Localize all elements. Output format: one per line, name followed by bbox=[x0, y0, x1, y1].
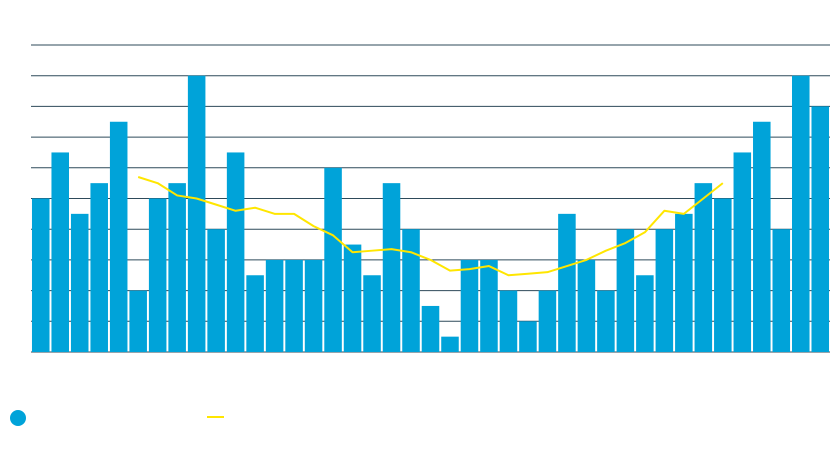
bar bbox=[655, 229, 674, 352]
bar bbox=[636, 275, 654, 352]
bar bbox=[304, 259, 323, 352]
bar bbox=[519, 321, 537, 352]
bar bbox=[246, 275, 264, 352]
bar bbox=[226, 152, 245, 352]
bar bbox=[675, 213, 693, 352]
bar bbox=[714, 198, 732, 352]
bar bbox=[811, 106, 830, 353]
bar bbox=[90, 183, 108, 352]
bar bbox=[441, 336, 459, 352]
bar bbox=[421, 305, 440, 352]
bar bbox=[324, 167, 342, 352]
line-series bbox=[137, 176, 724, 277]
bar bbox=[285, 259, 303, 352]
bar bbox=[480, 259, 498, 352]
bar bbox=[772, 229, 791, 352]
bar bbox=[168, 183, 186, 352]
bar bbox=[538, 290, 557, 352]
bar-series bbox=[31, 75, 830, 353]
bar bbox=[363, 275, 381, 352]
bar bbox=[70, 213, 89, 352]
bar bbox=[129, 290, 147, 352]
bar bbox=[733, 152, 752, 352]
bar bbox=[343, 244, 362, 352]
legend-marker-bar bbox=[10, 410, 26, 426]
bar bbox=[597, 290, 615, 352]
bar bbox=[187, 75, 206, 352]
bar bbox=[148, 198, 167, 352]
bar bbox=[51, 152, 70, 352]
bar bbox=[694, 183, 713, 352]
bar bbox=[558, 213, 576, 352]
bar bbox=[753, 121, 771, 352]
bar bbox=[402, 229, 420, 352]
bar bbox=[616, 229, 635, 352]
bar bbox=[207, 229, 225, 352]
bar bbox=[109, 121, 128, 352]
bar bbox=[265, 259, 284, 352]
bar bbox=[499, 290, 518, 352]
legend bbox=[10, 410, 224, 426]
line-series-path bbox=[137, 176, 724, 277]
bar bbox=[577, 259, 596, 352]
bar bbox=[31, 198, 50, 352]
bar bbox=[382, 183, 401, 352]
bar bbox=[791, 75, 810, 352]
bar bbox=[460, 259, 479, 352]
